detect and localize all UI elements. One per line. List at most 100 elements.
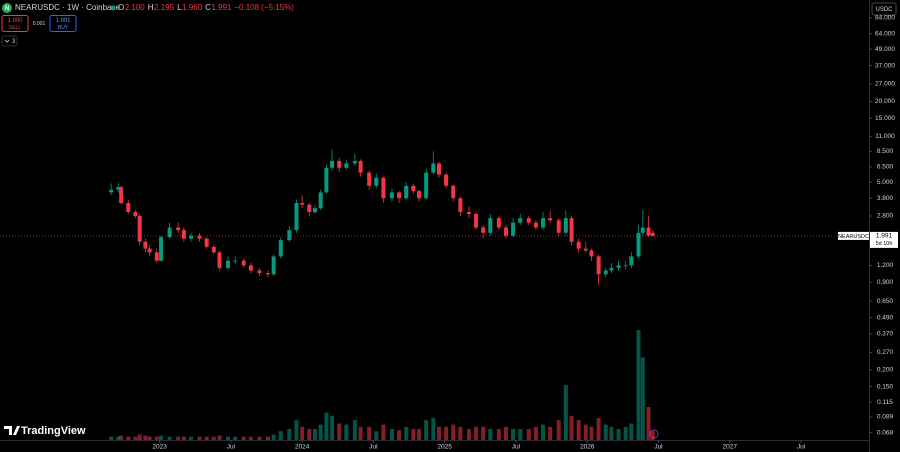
symbol-title[interactable]: NEARUSDC · 1W · Coinbase [15, 3, 120, 12]
volume-bar [636, 330, 641, 440]
volume-bar [603, 424, 608, 440]
buy-price: 1.991 [55, 18, 71, 24]
volume-bar [367, 426, 372, 440]
volume-bar [324, 412, 329, 440]
volume-bar [640, 357, 645, 440]
candle-body [404, 185, 409, 199]
candle-body [154, 252, 159, 261]
volume-bar [159, 435, 164, 440]
candle-body [197, 235, 202, 239]
candle-body [389, 192, 394, 199]
volume-bar [541, 424, 546, 440]
volume-bar [404, 426, 409, 440]
y-tick-label: 0.115 [877, 399, 893, 406]
volume-bar [650, 431, 655, 440]
volume-bar [576, 420, 581, 440]
volume-bar [154, 436, 159, 440]
y-tick-label: 0.068 [877, 429, 894, 436]
candle-body [576, 241, 581, 249]
y-tick-label: 37.000 [875, 62, 895, 69]
candle-body [109, 189, 114, 193]
volume-bar [589, 426, 594, 440]
volume-bar [488, 429, 493, 440]
volume-bar [226, 436, 231, 440]
volume-bar [176, 436, 181, 440]
candle-body [411, 185, 416, 192]
volume-bar [167, 436, 172, 440]
y-tick-label: 0.900 [877, 279, 894, 286]
price-tag: NEARUSDC [838, 234, 869, 240]
volume-bar [646, 407, 651, 440]
candle-body [381, 177, 386, 199]
symbol-icon[interactable] [2, 3, 12, 13]
currency-button[interactable] [871, 2, 897, 16]
y-tick-label: 5.000 [877, 179, 894, 186]
legend-key: O [118, 3, 124, 12]
candle-body [496, 218, 501, 228]
volume-bar [109, 436, 114, 440]
y-tick-label: 1.200 [877, 262, 894, 269]
candle-body [640, 227, 645, 233]
candle-body [133, 212, 138, 217]
volume-bar [533, 426, 538, 440]
candle-body [541, 218, 546, 228]
candle-body [307, 204, 312, 213]
candle-body [511, 222, 516, 236]
x-tick-label: Jul [227, 444, 236, 451]
last-price-label: 1.991 [876, 233, 893, 240]
candle-body [609, 267, 614, 271]
volume-bar [294, 420, 299, 440]
candle-body [137, 216, 142, 242]
candle-body [287, 230, 292, 241]
candle-body [318, 192, 323, 209]
y-tick-label: 6.500 [877, 164, 894, 171]
indicators-count: 3 [12, 39, 16, 45]
legend-value: 2.100 [125, 3, 146, 12]
candle-body [367, 172, 372, 186]
candle-body [503, 227, 508, 236]
candle-body [451, 185, 456, 199]
x-tick-label: Jul [512, 444, 521, 451]
buy-button[interactable] [49, 15, 77, 32]
volume-bar [474, 426, 479, 440]
volume-bar [556, 420, 561, 440]
y-tick-label: 84.000 [875, 15, 895, 22]
candle-body [116, 187, 121, 190]
volume-bar [211, 436, 216, 440]
volume-bar [257, 436, 262, 440]
ohlc-legend: O 2.100 H 2.195 L 1.960 C 1.991 −0.108 (−5.15%) [118, 3, 294, 12]
volume-bar [374, 431, 379, 440]
volume-bar [330, 415, 335, 440]
candle-body [204, 238, 209, 247]
candle-body [337, 160, 342, 168]
candle-body [569, 218, 574, 242]
candle-body [278, 240, 283, 257]
countdown: 5d 10h [876, 241, 893, 247]
candle-body [324, 167, 329, 193]
candle-body [596, 256, 601, 275]
volume-bar [563, 385, 568, 440]
volume-bar [271, 434, 276, 440]
candle-body [358, 160, 363, 173]
x-tick-label: 2026 [580, 444, 595, 451]
candle-body [518, 218, 523, 223]
volume-bar [616, 429, 621, 440]
volume-bar [233, 436, 238, 440]
candle-body [271, 256, 276, 275]
volume-bar [217, 435, 222, 440]
legend-change: −0.108 (−5.15%) [234, 3, 294, 12]
x-tick-label: 2025 [437, 444, 452, 451]
plot: 84.000 64.000 49.000 37.000 27.000 20.000 15.0… [0, 15, 898, 451]
candle-body [548, 218, 553, 221]
candle-body [424, 172, 429, 199]
indicators-toggle[interactable] [1, 35, 18, 47]
volume-bar [481, 426, 486, 440]
candle-body [181, 230, 186, 239]
candle-body [233, 260, 238, 262]
volume-bar [137, 434, 142, 440]
y-tick-label: 11.000 [875, 133, 895, 140]
candle-body [583, 248, 588, 251]
sell-button[interactable] [1, 15, 29, 32]
brand-name: TradingView [21, 425, 86, 437]
brand-logo [4, 426, 20, 435]
